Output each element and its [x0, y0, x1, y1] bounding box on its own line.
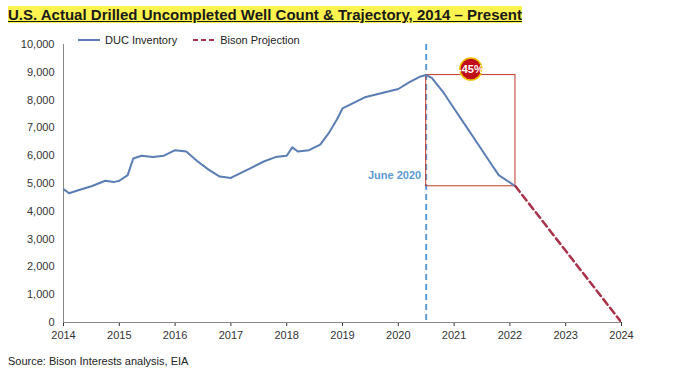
- svg-text:9,000: 9,000: [27, 66, 55, 78]
- svg-text:1,000: 1,000: [27, 288, 55, 300]
- html-text:Source: Bison Interests analys: Source: Bison Interests analysis, EIA: [8, 355, 189, 367]
- svg-text:6,000: 6,000: [27, 149, 55, 161]
- svg-text:2022: 2022: [498, 329, 522, 341]
- svg-text:3,000: 3,000: [27, 233, 55, 245]
- svg-text:5,000: 5,000: [27, 177, 55, 189]
- svg-text:0: 0: [48, 316, 54, 328]
- svg-text:2024: 2024: [609, 329, 633, 341]
- html-text:U.S. Actual Drilled Uncomplete: U.S. Actual Drilled Uncompleted Well Cou…: [8, 6, 522, 23]
- svg-text:2014: 2014: [51, 329, 75, 341]
- svg-text:8,000: 8,000: [27, 94, 55, 106]
- svg-text:2,000: 2,000: [27, 260, 55, 272]
- svg-text:2019: 2019: [330, 329, 354, 341]
- html-text:DUC Inventory: DUC Inventory: [105, 34, 178, 46]
- svg-text:2023: 2023: [553, 329, 577, 341]
- svg-text:2017: 2017: [219, 329, 243, 341]
- svg-text:2021: 2021: [442, 329, 466, 341]
- svg-text:2020: 2020: [386, 329, 410, 341]
- svg-text:10,000: 10,000: [21, 38, 55, 50]
- html-text:Bison Projection: Bison Projection: [220, 34, 300, 46]
- svg-text:2018: 2018: [274, 329, 298, 341]
- svg-text:4,000: 4,000: [27, 205, 55, 217]
- svg-text:2015: 2015: [107, 329, 131, 341]
- svg-text:7,000: 7,000: [27, 121, 55, 133]
- svg-text:2016: 2016: [163, 329, 187, 341]
- svg-text:-45%: -45%: [458, 63, 484, 75]
- svg-text:June 2020: June 2020: [368, 169, 421, 181]
